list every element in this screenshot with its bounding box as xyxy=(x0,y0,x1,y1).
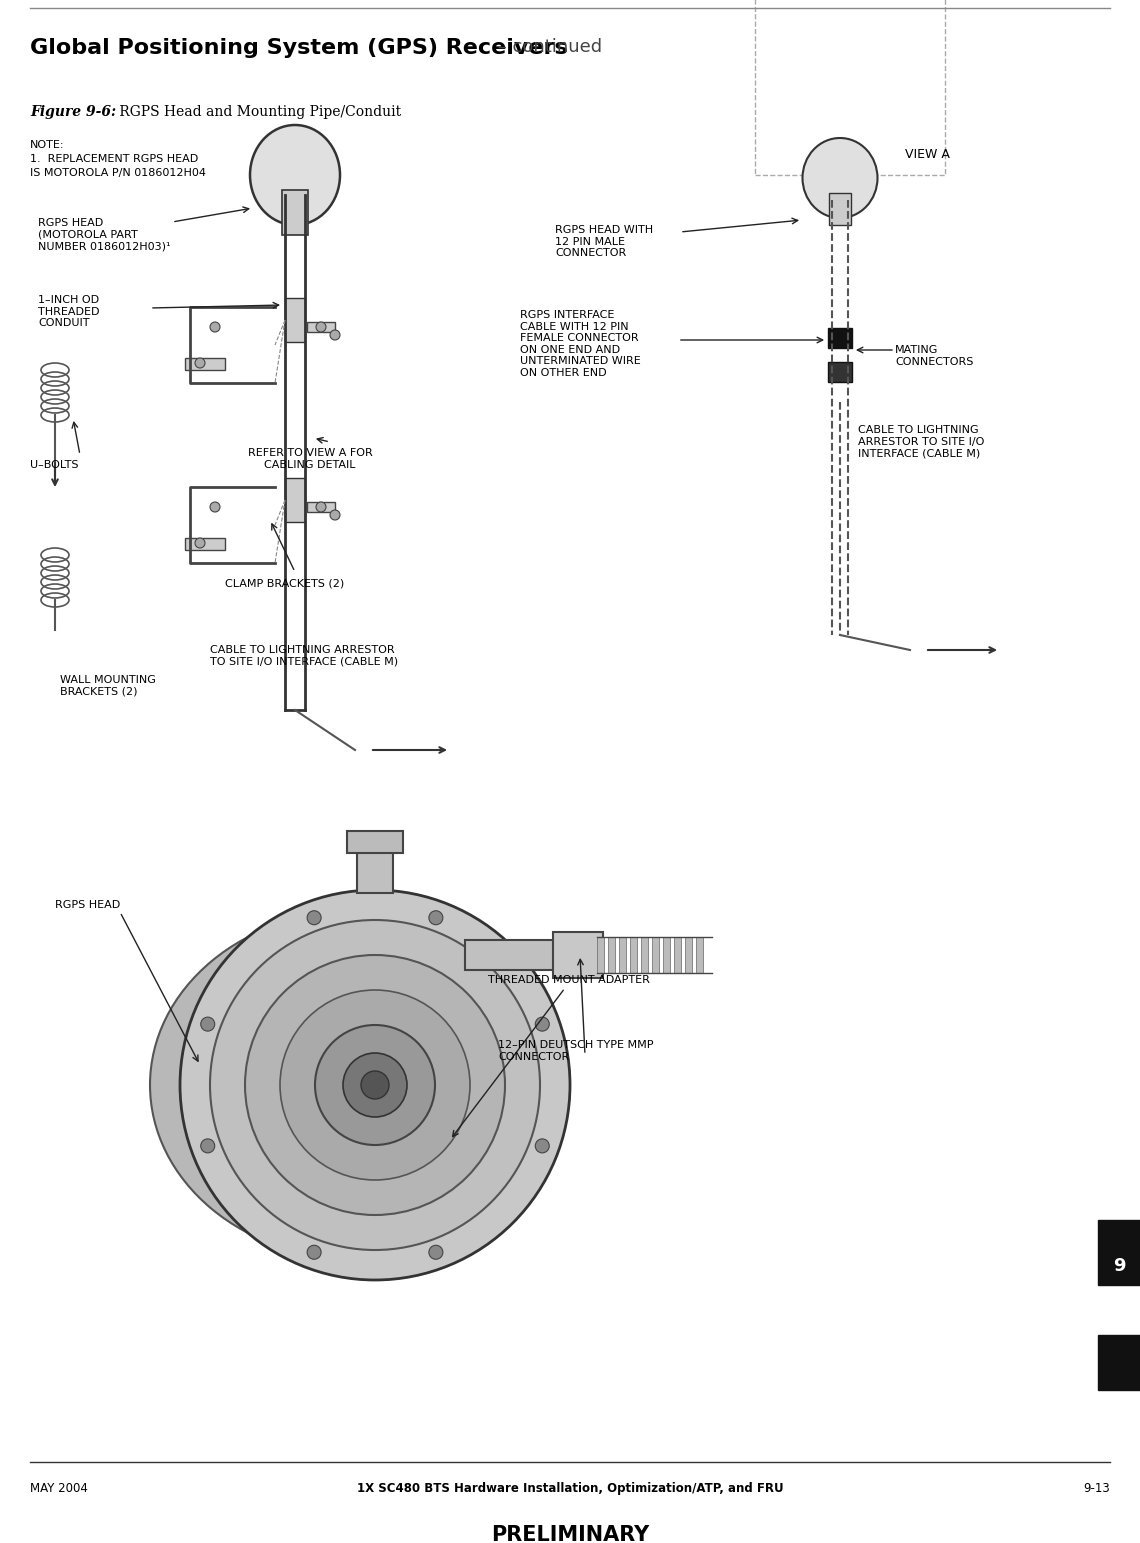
Bar xyxy=(674,937,681,974)
Circle shape xyxy=(201,1017,214,1031)
Text: VIEW A: VIEW A xyxy=(905,148,950,160)
Text: RGPS INTERFACE
CABLE WITH 12 PIN
FEMALE CONNECTOR
ON ONE END AND
UNTERMINATED WI: RGPS INTERFACE CABLE WITH 12 PIN FEMALE … xyxy=(520,310,641,378)
Text: CABLE TO LIGHTNING ARRESTOR
TO SITE I/O INTERFACE (CABLE M): CABLE TO LIGHTNING ARRESTOR TO SITE I/O … xyxy=(210,645,398,667)
Bar xyxy=(307,322,335,332)
Bar xyxy=(1098,1335,1140,1390)
Bar xyxy=(357,849,393,893)
Bar xyxy=(465,940,560,971)
Bar xyxy=(307,501,335,512)
Circle shape xyxy=(316,322,326,332)
Circle shape xyxy=(343,1052,407,1117)
Text: Figure 9-6:: Figure 9-6: xyxy=(30,105,116,119)
Circle shape xyxy=(210,501,220,512)
Bar xyxy=(285,478,306,522)
Bar xyxy=(185,539,225,549)
Circle shape xyxy=(329,511,340,520)
Circle shape xyxy=(180,890,570,1281)
Bar xyxy=(755,0,945,174)
Text: U–BOLTS: U–BOLTS xyxy=(30,460,79,471)
Circle shape xyxy=(329,330,340,339)
Circle shape xyxy=(429,1245,442,1259)
Bar xyxy=(619,937,626,974)
Circle shape xyxy=(201,1139,214,1153)
Circle shape xyxy=(316,501,326,512)
Text: 12–PIN DEUTSCH TYPE MMP
CONNECTOR: 12–PIN DEUTSCH TYPE MMP CONNECTOR xyxy=(498,1040,653,1062)
Text: Global Positioning System (GPS) Receivers: Global Positioning System (GPS) Receiver… xyxy=(30,39,568,59)
Bar xyxy=(697,937,703,974)
Bar xyxy=(663,937,670,974)
Circle shape xyxy=(195,539,205,548)
Bar xyxy=(285,298,306,343)
Text: NOTE:
1.  REPLACEMENT RGPS HEAD
IS MOTOROLA P/N 0186012H04: NOTE: 1. REPLACEMENT RGPS HEAD IS MOTORO… xyxy=(30,140,206,177)
Circle shape xyxy=(315,1025,435,1145)
Circle shape xyxy=(245,955,505,1214)
Ellipse shape xyxy=(150,910,570,1261)
Ellipse shape xyxy=(250,125,340,225)
Text: 9-13: 9-13 xyxy=(1083,1481,1110,1495)
Circle shape xyxy=(429,910,442,924)
Text: MATING
CONNECTORS: MATING CONNECTORS xyxy=(895,346,974,367)
Text: RGPS HEAD
(MOTOROLA PART
NUMBER 0186012H03)¹: RGPS HEAD (MOTOROLA PART NUMBER 0186012H… xyxy=(38,218,171,252)
Circle shape xyxy=(210,322,220,332)
Bar xyxy=(608,937,614,974)
Text: 1X SC480 BTS Hardware Installation, Optimization/ATP, and FRU: 1X SC480 BTS Hardware Installation, Opti… xyxy=(357,1481,783,1495)
Text: 1–INCH OD
THREADED
CONDUIT: 1–INCH OD THREADED CONDUIT xyxy=(38,295,99,329)
Text: REFER TO VIEW A FOR
CABLING DETAIL: REFER TO VIEW A FOR CABLING DETAIL xyxy=(247,447,373,469)
Text: WALL MOUNTING
BRACKETS (2): WALL MOUNTING BRACKETS (2) xyxy=(60,674,156,696)
Circle shape xyxy=(536,1139,549,1153)
Circle shape xyxy=(195,358,205,367)
Bar xyxy=(282,190,308,235)
Bar xyxy=(828,329,852,349)
Bar xyxy=(1098,1221,1140,1285)
Ellipse shape xyxy=(803,137,878,218)
Bar xyxy=(652,937,659,974)
Circle shape xyxy=(307,910,321,924)
Text: – continued: – continued xyxy=(492,39,602,56)
Bar xyxy=(641,937,648,974)
Bar xyxy=(553,932,603,978)
Circle shape xyxy=(210,920,540,1250)
Bar xyxy=(829,193,850,225)
Circle shape xyxy=(280,991,470,1180)
Text: PRELIMINARY: PRELIMINARY xyxy=(491,1524,649,1543)
Bar xyxy=(597,937,604,974)
Text: 9: 9 xyxy=(1113,1258,1125,1275)
Text: MAY 2004: MAY 2004 xyxy=(30,1481,88,1495)
Circle shape xyxy=(361,1071,389,1099)
Text: CLAMP BRACKETS (2): CLAMP BRACKETS (2) xyxy=(225,579,344,588)
Bar xyxy=(347,832,404,853)
Bar xyxy=(685,937,692,974)
Circle shape xyxy=(536,1017,549,1031)
Bar xyxy=(828,363,852,383)
Text: CABLE TO LIGHTNING
ARRESTOR TO SITE I/O
INTERFACE (CABLE M): CABLE TO LIGHTNING ARRESTOR TO SITE I/O … xyxy=(858,424,984,458)
Text: RGPS HEAD WITH
12 PIN MALE
CONNECTOR: RGPS HEAD WITH 12 PIN MALE CONNECTOR xyxy=(555,225,653,258)
Bar xyxy=(185,358,225,370)
Text: RGPS Head and Mounting Pipe/Conduit: RGPS Head and Mounting Pipe/Conduit xyxy=(115,105,401,119)
Bar xyxy=(630,937,637,974)
Circle shape xyxy=(307,1245,321,1259)
Text: RGPS HEAD: RGPS HEAD xyxy=(55,900,120,910)
Text: THREADED MOUNT ADAPTER: THREADED MOUNT ADAPTER xyxy=(488,975,650,984)
